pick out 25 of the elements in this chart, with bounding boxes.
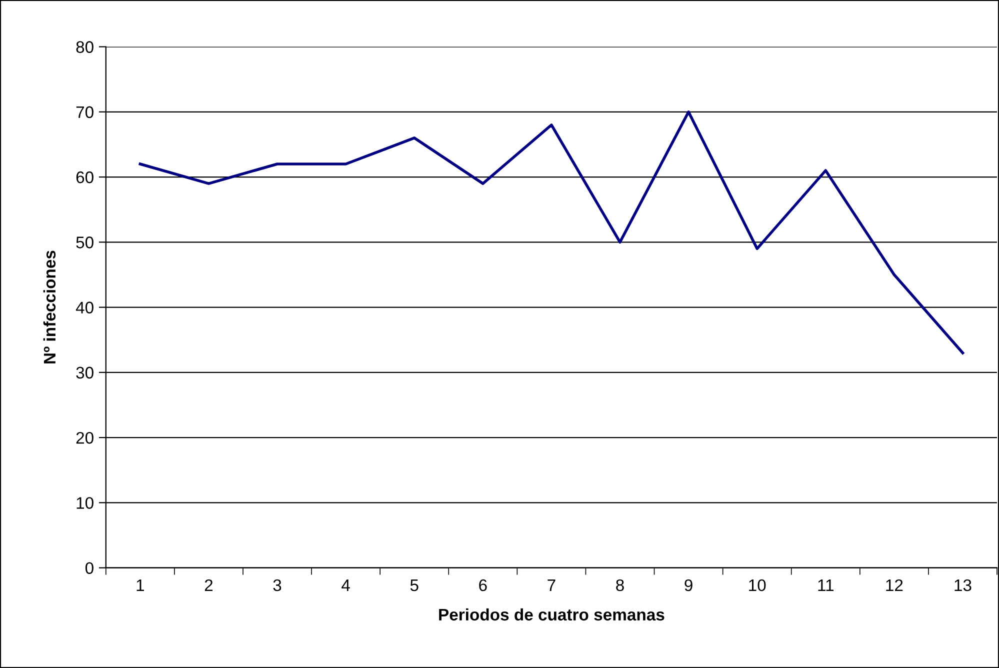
y-axis-title: Nº infecciones bbox=[43, 250, 56, 364]
y-tick-label: 40 bbox=[76, 302, 94, 314]
y-tick-label: 10 bbox=[76, 497, 94, 509]
x-tick-label: 3 bbox=[273, 579, 282, 592]
y-tick-label: 0 bbox=[85, 562, 94, 574]
y-tick-label: 80 bbox=[76, 41, 94, 53]
x-tick-label: 12 bbox=[886, 579, 903, 591]
x-tick-label: 11 bbox=[818, 580, 834, 591]
x-tick-label: 1 bbox=[136, 580, 144, 591]
x-tick-label: 7 bbox=[548, 580, 556, 591]
x-tick-label: 4 bbox=[342, 580, 350, 591]
x-tick-label: 5 bbox=[410, 580, 418, 592]
x-tick-label: 8 bbox=[616, 579, 624, 592]
x-tick-label: 10 bbox=[749, 579, 766, 592]
x-axis-title: Periodos de cuatro semanas bbox=[439, 608, 664, 621]
x-tick-label: 6 bbox=[479, 579, 487, 592]
y-tick-label: 20 bbox=[76, 432, 94, 444]
x-tick-label: 2 bbox=[204, 579, 213, 591]
y-tick-label: 60 bbox=[76, 171, 94, 184]
line-series bbox=[138, 110, 964, 354]
x-tick-label: 9 bbox=[684, 579, 692, 592]
y-tick-label: 50 bbox=[76, 236, 94, 248]
y-tick-label: 70 bbox=[76, 106, 94, 118]
y-tick-label: 30 bbox=[76, 366, 94, 379]
x-tick-label: 13 bbox=[954, 579, 972, 592]
